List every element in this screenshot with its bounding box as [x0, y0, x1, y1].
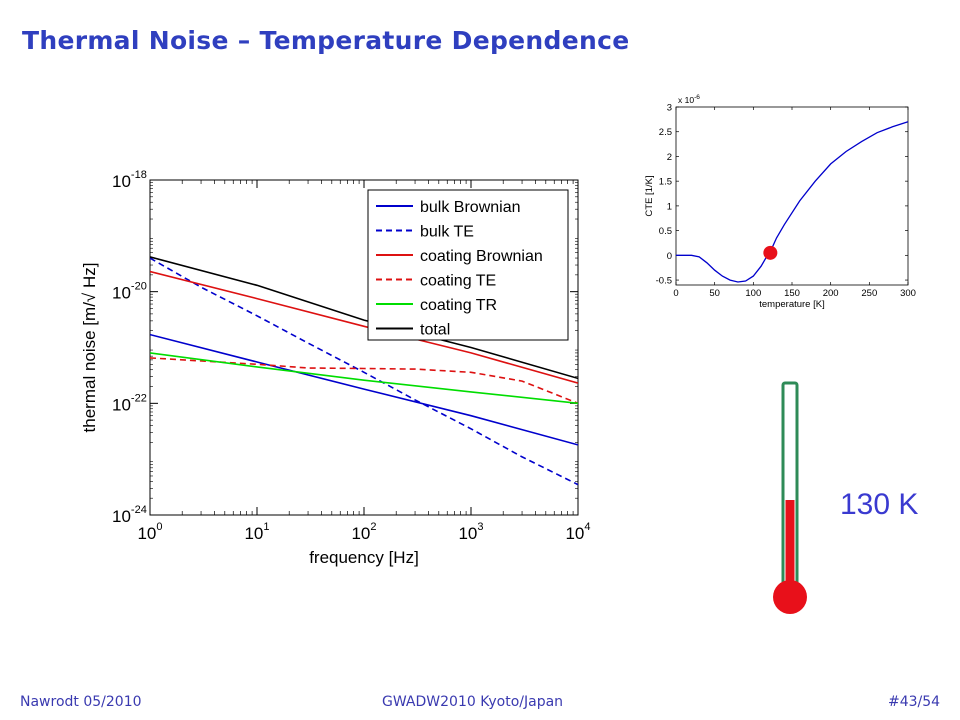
- cte-y-tick-label: 0: [667, 251, 672, 262]
- y-axis-label: thermal noise [m/√ Hz]: [80, 263, 99, 433]
- cte-x-tick-label: 100: [745, 288, 761, 299]
- cte-x-tick-label: 200: [823, 288, 839, 299]
- thermometer-bulb: [773, 580, 807, 614]
- footer-page-number: #43/54: [888, 694, 941, 710]
- cte-chart: 0 50 100 150 200 250 300-0.500.511.522.53x 10-…: [644, 94, 916, 310]
- legend-label-total: total: [420, 322, 450, 339]
- cte-x-tick-label: 50: [709, 288, 720, 299]
- y-tick-label: 10-22: [112, 392, 147, 414]
- x-tick-label: 102: [351, 521, 376, 543]
- cte-y-tick-label: 0.5: [659, 226, 672, 237]
- series-line-bulk-te: [150, 257, 578, 486]
- cte-y-tick-label: 1.5: [659, 177, 672, 188]
- y-tick-label: 10-24: [112, 504, 147, 526]
- y-tick-label: 10-18: [112, 169, 147, 191]
- legend-label-coating-te: coating TE: [420, 273, 496, 290]
- cte-y-tick-label: 3: [667, 103, 672, 114]
- series-group: [150, 256, 578, 486]
- thermometer-icon: [773, 381, 807, 614]
- cte-x-tick-label: 300: [900, 288, 916, 299]
- cte-x-tick-label: 0: [673, 288, 678, 299]
- cte-x-axis-label: temperature [K]: [759, 299, 824, 310]
- series-line-total: [150, 256, 578, 380]
- legend-label-coating-brownian: coating Brownian: [420, 248, 543, 265]
- x-tick-label: 101: [244, 521, 269, 543]
- cte-x-tick-label: 150: [784, 288, 800, 299]
- series-line-coating-brownian: [150, 270, 578, 384]
- x-axis-label: frequency [Hz]: [309, 548, 419, 567]
- series-line-coating-te: [150, 357, 578, 405]
- series-line-coating-tr: [150, 352, 578, 405]
- footer-conference: GWADW2010 Kyoto/Japan: [382, 694, 564, 710]
- legend-label-coating-tr: coating TR: [420, 297, 497, 314]
- slide-title: Thermal Noise – Temperature Dependence: [22, 26, 630, 55]
- cte-y-tick-label: 2.5: [659, 127, 672, 138]
- legend-label-bulk-te: bulk TE: [420, 224, 474, 241]
- cte-y-tick-label: 2: [667, 152, 672, 163]
- cte-temperature-marker: [763, 245, 778, 260]
- cte-y-tick-label: 1: [667, 201, 672, 212]
- cte-y-tick-label: -0.5: [656, 276, 672, 287]
- legend-label-bulk-brownian: bulk Brownian: [420, 199, 521, 216]
- cte-plot-frame: [675, 106, 909, 286]
- x-tick-label: 103: [458, 521, 483, 543]
- x-tick-label: 100: [137, 521, 162, 543]
- x-tick-label: 104: [565, 521, 590, 543]
- temperature-label: 130 K: [840, 488, 919, 521]
- thermometer-level: [785, 500, 795, 595]
- noise-spectrum-chart: 100 101 102 103 104 10-18 10-20 10-22 10-24 frequ…: [80, 169, 591, 567]
- footer-author: Nawrodt 05/2010: [20, 694, 142, 710]
- y-tick-label: 10-20: [112, 281, 147, 303]
- series-line-bulk-brownian: [150, 333, 578, 446]
- cte-multiplier-label: x 10-6: [678, 94, 700, 105]
- legend-box: [367, 189, 569, 341]
- cte-y-axis-label: CTE [1/K]: [644, 175, 655, 216]
- cte-x-tick-label: 250: [861, 288, 877, 299]
